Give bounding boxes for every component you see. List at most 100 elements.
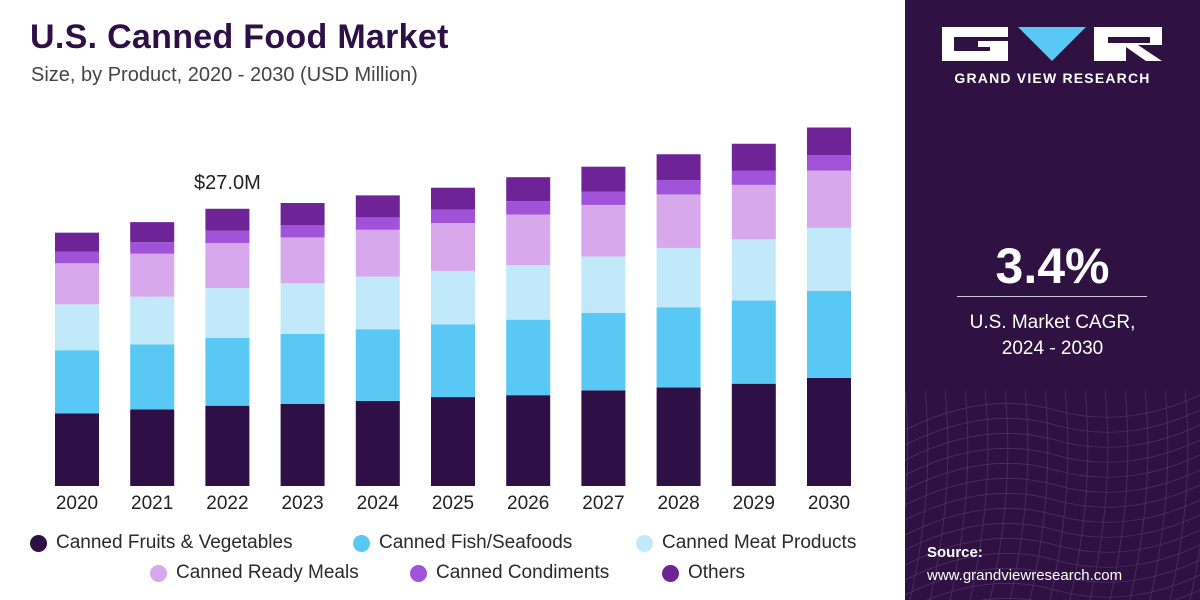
bar-segment-2020-series-4 [55, 251, 99, 264]
legend-item: Canned Condiments [410, 562, 609, 584]
bar-segment-2021-series-3 [130, 253, 175, 297]
cagr-value: 3.4% [995, 238, 1110, 294]
bar-segment-2023-series-5 [280, 203, 325, 226]
bar-segment-2021-series-2 [130, 296, 175, 345]
bar-segment-2028-series-3 [656, 194, 701, 248]
bar-segment-2030-series-5 [807, 127, 851, 156]
bar-segment-2023-series-0 [280, 403, 325, 486]
bar-segment-2022-series-2 [205, 288, 250, 338]
legend-swatch [662, 564, 679, 582]
legend-label: Canned Condiments [436, 562, 610, 583]
bar-segment-2023-series-4 [280, 225, 325, 238]
legend-label: Others [688, 562, 746, 583]
legend-swatch [30, 534, 47, 552]
bar-segment-2022-series-3 [205, 243, 250, 289]
bar-segment-2021-series-5 [130, 222, 175, 243]
bar-segment-2027-series-4 [581, 191, 626, 205]
bar-segment-2024-series-1 [355, 329, 400, 401]
bar-segment-2030-series-4 [807, 155, 851, 171]
cagr-label-line1: U.S. Market CAGR, [969, 312, 1136, 333]
x-tick-label-2029: 2029 [733, 493, 775, 514]
legend-label: Canned Fish/Seafoods [379, 532, 573, 553]
bar-segment-2022-series-5 [205, 208, 250, 231]
bar-segment-2028-series-0 [656, 387, 701, 486]
x-tick-label-2027: 2027 [582, 493, 624, 514]
bar-segment-2029-series-2 [731, 239, 776, 301]
bar-segment-2025-series-2 [431, 270, 475, 325]
bar-segment-2028-series-1 [656, 307, 701, 388]
bar-segment-2029-series-3 [731, 184, 776, 240]
bar-segment-2020-series-3 [55, 263, 99, 305]
bar-segment-2028-series-4 [656, 180, 701, 195]
cagr-label-line2: 2024 - 2030 [1001, 338, 1104, 359]
legend-item: Canned Meat Products [636, 532, 856, 554]
bar-segment-2022-series-4 [205, 230, 250, 244]
x-tick-label-2021: 2021 [131, 493, 173, 514]
x-tick-label-2022: 2022 [206, 493, 248, 514]
bar-segment-2020-series-0 [55, 413, 99, 486]
bar-segment-2028-series-2 [656, 247, 701, 308]
bar-segment-2024-series-3 [355, 229, 400, 277]
bar-segment-2023-series-3 [280, 237, 325, 284]
stacked-bar-chart: 2020 2021 2022 $27.0M 2023 2024 2025 2026 2027 20… [55, 127, 851, 514]
legend-item: Canned Fruits & Vegetables [30, 532, 293, 554]
legend-item: Canned Fish/Seafoods [353, 532, 572, 554]
cagr-label: U.S. Market CAGR, 2024 - 2030 [905, 310, 1200, 362]
x-tick-label-2025: 2025 [432, 493, 474, 514]
bar-segment-2021-series-0 [130, 409, 175, 486]
bar-segment-2026-series-5 [506, 177, 551, 202]
legend-item: Canned Ready Meals [150, 562, 359, 584]
bar-segment-2020-series-1 [55, 350, 99, 414]
bar-segment-2028-series-5 [656, 154, 701, 181]
x-tick-label-2020: 2020 [56, 493, 98, 514]
bar-segment-2024-series-5 [355, 195, 400, 218]
bar-segment-2024-series-0 [355, 400, 400, 486]
bar-segment-2027-series-5 [581, 166, 626, 192]
legend-swatch [410, 564, 427, 582]
bar-segment-2026-series-1 [506, 319, 551, 396]
bar-segment-2022-series-0 [205, 405, 250, 486]
x-tick-label-2023: 2023 [281, 493, 323, 514]
bar-segment-2025-series-0 [431, 397, 475, 486]
bar-segment-2030-series-2 [807, 227, 851, 291]
x-tick-label-2030: 2030 [808, 493, 850, 514]
bar-segment-2023-series-2 [280, 283, 325, 334]
bar-segment-2029-series-0 [731, 383, 776, 486]
bar-segment-2026-series-3 [506, 214, 551, 266]
bar-segment-2020-series-2 [55, 304, 99, 351]
legend-label: Canned Meat Products [662, 532, 857, 553]
bar-segment-2025-series-1 [431, 324, 475, 398]
bar-segment-2026-series-4 [506, 201, 551, 215]
x-tick-label-2028: 2028 [657, 493, 699, 514]
x-tick-label-2024: 2024 [357, 493, 400, 514]
chart-title: U.S. Canned Food Market [30, 18, 449, 56]
bar-segment-2021-series-1 [130, 344, 175, 410]
legend-label: Canned Fruits & Vegetables [56, 532, 293, 553]
bar-segment-2023-series-1 [280, 333, 325, 404]
bar-segment-2027-series-1 [581, 312, 626, 391]
bar-segment-2026-series-0 [506, 395, 551, 486]
source-label: Source: [927, 544, 983, 561]
legend-item: Others [662, 562, 745, 584]
legend-swatch [636, 534, 653, 552]
source-url[interactable]: www.grandviewresearch.com [927, 567, 1123, 584]
data-label-2022: $27.0M [194, 172, 261, 194]
bar-segment-2020-series-5 [55, 232, 99, 252]
bar-segment-2022-series-1 [205, 337, 250, 406]
bar-segment-2024-series-4 [355, 217, 400, 230]
wireframe-background [905, 389, 1200, 600]
bar-segment-2029-series-5 [731, 143, 776, 171]
bar-segment-2021-series-4 [130, 242, 175, 254]
bar-segment-2025-series-3 [431, 223, 475, 271]
bar-segment-2029-series-1 [731, 300, 776, 384]
bar-segment-2027-series-3 [581, 204, 626, 257]
bar-segment-2030-series-1 [807, 290, 851, 378]
bar-segment-2025-series-5 [431, 187, 475, 210]
bar-segment-2025-series-4 [431, 209, 475, 224]
bar-segment-2029-series-4 [731, 170, 776, 185]
cagr-divider [957, 296, 1147, 297]
chart-panel: U.S. Canned Food Market Size, by Product… [30, 18, 857, 584]
bar-segment-2030-series-0 [807, 377, 851, 486]
brand-name: GRAND VIEW RESEARCH [954, 70, 1151, 86]
bar-segment-2026-series-2 [506, 265, 551, 320]
